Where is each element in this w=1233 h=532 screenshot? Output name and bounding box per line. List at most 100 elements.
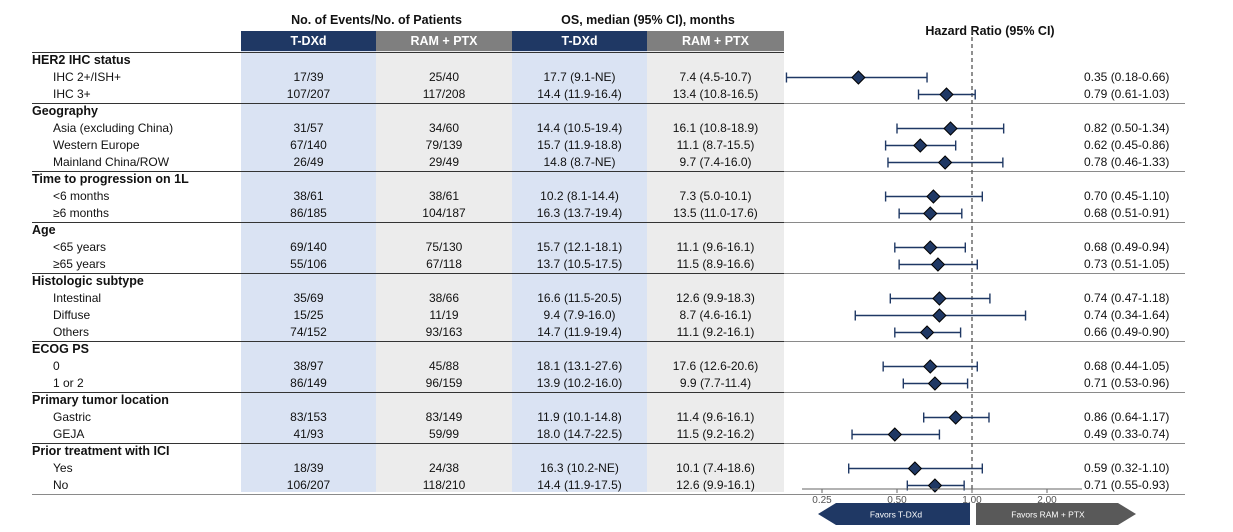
table-row: IHC 3+ 107/207 117/208 14.4 (11.9-16.4) 13.4… bbox=[32, 86, 1185, 104]
x-tick-label: 1.00 bbox=[962, 495, 982, 506]
arm1-events: 15/25 bbox=[293, 308, 324, 322]
group-label: Age bbox=[32, 223, 56, 237]
arm1-events: 38/61 bbox=[293, 189, 324, 203]
hr-point-marker bbox=[927, 376, 943, 391]
hazard-ratio-text: 0.70 (0.45-1.10) bbox=[1084, 189, 1170, 203]
arm1-events: 106/207 bbox=[286, 478, 331, 492]
group-header-row: Age bbox=[32, 222, 1185, 239]
arm1-events: 83/153 bbox=[290, 410, 327, 424]
group-separator bbox=[32, 341, 784, 342]
arm2-os-median: 11.5 (9.2-16.2) bbox=[676, 427, 755, 441]
subgroup-label: Western Europe bbox=[53, 138, 140, 152]
hr-point-marker bbox=[932, 291, 947, 306]
x-tick-label: 0.25 bbox=[812, 495, 832, 506]
events-arm2-header: RAM + PTX bbox=[376, 31, 512, 51]
arm2-os-median: 10.1 (7.4-18.6) bbox=[676, 461, 755, 475]
hazard-ratio-text: 0.35 (0.18-0.66) bbox=[1084, 70, 1170, 84]
hr-point-marker bbox=[932, 308, 947, 323]
group-header-row: Primary tumor location bbox=[32, 392, 1185, 409]
arm2-events: 93/163 bbox=[425, 325, 463, 339]
subgroup-label: Mainland China/ROW bbox=[53, 155, 170, 169]
group-separator bbox=[32, 52, 784, 53]
arm2-events: 67/118 bbox=[426, 257, 462, 271]
arm1-events: 31/57 bbox=[293, 121, 324, 135]
arm1-os-median: 14.7 (11.9-19.4) bbox=[537, 325, 622, 339]
arm2-events: 59/99 bbox=[428, 427, 460, 441]
arm1-events: 55/106 bbox=[290, 257, 327, 271]
arm1-events: 26/49 bbox=[293, 155, 324, 169]
subgroup-label: Yes bbox=[53, 461, 73, 475]
table-row: Yes 18/39 24/38 16.3 (10.2-NE) 10.1 (7.4-18.… bbox=[32, 460, 1185, 477]
group-label: Geography bbox=[32, 104, 98, 118]
table-row: IHC 2+/ISH+ 17/39 25/40 17.7 (9.1-NE) 7.4 (4… bbox=[32, 69, 1185, 86]
subgroup-label: IHC 3+ bbox=[53, 87, 91, 101]
subgroup-label: Asia (excluding China) bbox=[53, 121, 174, 135]
favors-right-label: Favors RAM + PTX bbox=[1011, 510, 1085, 520]
table-row: 0 38/97 45/88 18.1 (13.1-27.6) 17.6 (12.6-20… bbox=[32, 358, 1185, 375]
arm2-events: 83/149 bbox=[425, 410, 463, 424]
arm1-events: 38/97 bbox=[293, 359, 324, 373]
arm1-events: 35/69 bbox=[293, 291, 324, 305]
arm1-events: 18/39 bbox=[293, 461, 324, 475]
arm2-os-median: 13.4 (10.8-16.5) bbox=[672, 87, 759, 101]
arm2-events: 38/61 bbox=[428, 189, 460, 203]
arm2-os-median: 9.7 (7.4-16.0) bbox=[679, 155, 752, 169]
table-row: <65 years 69/140 75/130 15.7 (12.1-18.1) 11.… bbox=[32, 239, 1185, 256]
arm2-os-median: 11.1 (9.2-16.1) bbox=[676, 325, 755, 339]
hazard-ratio-text: 0.68 (0.49-0.94) bbox=[1084, 240, 1170, 254]
hr-point-marker bbox=[937, 155, 953, 170]
arm1-os-median: 13.7 (10.5-17.5) bbox=[536, 257, 623, 271]
group-separator bbox=[32, 171, 784, 172]
arm1-os-median: 18.0 (14.7-22.5) bbox=[536, 427, 623, 441]
arm2-events: 34/60 bbox=[428, 121, 460, 135]
table-row: Intestinal 35/69 38/66 16.6 (11.5-20.5) 12.6… bbox=[32, 290, 1185, 307]
hazard-ratio-text: 0.74 (0.47-1.18) bbox=[1084, 291, 1170, 305]
subgroup-label: IHC 2+/ISH+ bbox=[53, 70, 122, 84]
arm1-os-median: 11.9 (10.1-14.8) bbox=[537, 410, 622, 424]
arm1-events: 67/140 bbox=[290, 138, 327, 152]
arm2-os-median: 8.7 (4.6-16.1) bbox=[679, 308, 752, 322]
hr-point-marker bbox=[913, 138, 928, 153]
hazard-ratio-title: Hazard Ratio (95% CI) bbox=[925, 24, 1055, 38]
arm2-events: 104/187 bbox=[422, 206, 466, 220]
arm1-os-median: 10.2 (8.1-14.4) bbox=[540, 189, 619, 203]
arm2-events: 45/88 bbox=[428, 359, 460, 373]
group-header-row: HER2 IHC status bbox=[32, 52, 1185, 69]
hazard-ratio-text: 0.79 (0.61-1.03) bbox=[1084, 87, 1170, 101]
arm2-os-median: 7.3 (5.0-10.1) bbox=[679, 189, 752, 203]
favors-right-arrow bbox=[976, 503, 1136, 525]
group-label: Prior treatment with ICI bbox=[32, 444, 170, 458]
group-separator bbox=[32, 103, 784, 104]
arm2-events: 24/38 bbox=[428, 461, 460, 475]
subgroup-label: No bbox=[53, 478, 69, 492]
x-tick-label: 2.00 bbox=[1037, 495, 1057, 506]
arm1-os-median: 14.8 (8.7-NE) bbox=[543, 155, 616, 169]
os-arm1-header: T-DXd bbox=[512, 31, 647, 51]
arm1-os-column-bg bbox=[512, 51, 647, 492]
favors-left-arrow bbox=[818, 503, 970, 525]
hazard-ratio-text: 0.62 (0.45-0.86) bbox=[1084, 138, 1170, 152]
arm2-events: 25/40 bbox=[428, 70, 460, 84]
group-separator bbox=[32, 443, 784, 444]
x-tick-label: 0.50 bbox=[887, 495, 907, 506]
table-row: ≥6 months 86/185 104/187 16.3 (13.7-19.4) 13… bbox=[32, 205, 1185, 223]
subgroup-label: GEJA bbox=[53, 427, 85, 441]
arm1-events: 17/39 bbox=[293, 70, 324, 84]
os-header: OS, median (95% CI), months bbox=[561, 13, 735, 27]
group-label: Histologic subtype bbox=[32, 274, 144, 288]
hazard-ratio-text: 0.66 (0.49-0.90) bbox=[1084, 325, 1170, 339]
hazard-ratio-text: 0.78 (0.46-1.33) bbox=[1084, 155, 1170, 169]
hazard-ratio-text: 0.74 (0.34-1.64) bbox=[1084, 308, 1170, 322]
arm2-os-median: 9.9 (7.7-11.4) bbox=[679, 376, 752, 390]
group-label: Primary tumor location bbox=[32, 393, 169, 407]
hazard-ratio-text: 0.71 (0.53-0.96) bbox=[1084, 376, 1170, 390]
arm2-os-median: 16.1 (10.8-18.9) bbox=[672, 121, 759, 135]
arm1-events: 69/140 bbox=[290, 240, 327, 254]
arm1-os-median: 9.4 (7.9-16.0) bbox=[543, 308, 616, 322]
subgroup-label: <65 years bbox=[53, 240, 107, 254]
hr-point-marker bbox=[943, 121, 958, 136]
arm1-os-median: 16.6 (11.5-20.5) bbox=[537, 291, 622, 305]
group-header-row: ECOG PS bbox=[32, 341, 1185, 358]
subgroup-label: 1 or 2 bbox=[53, 376, 84, 390]
